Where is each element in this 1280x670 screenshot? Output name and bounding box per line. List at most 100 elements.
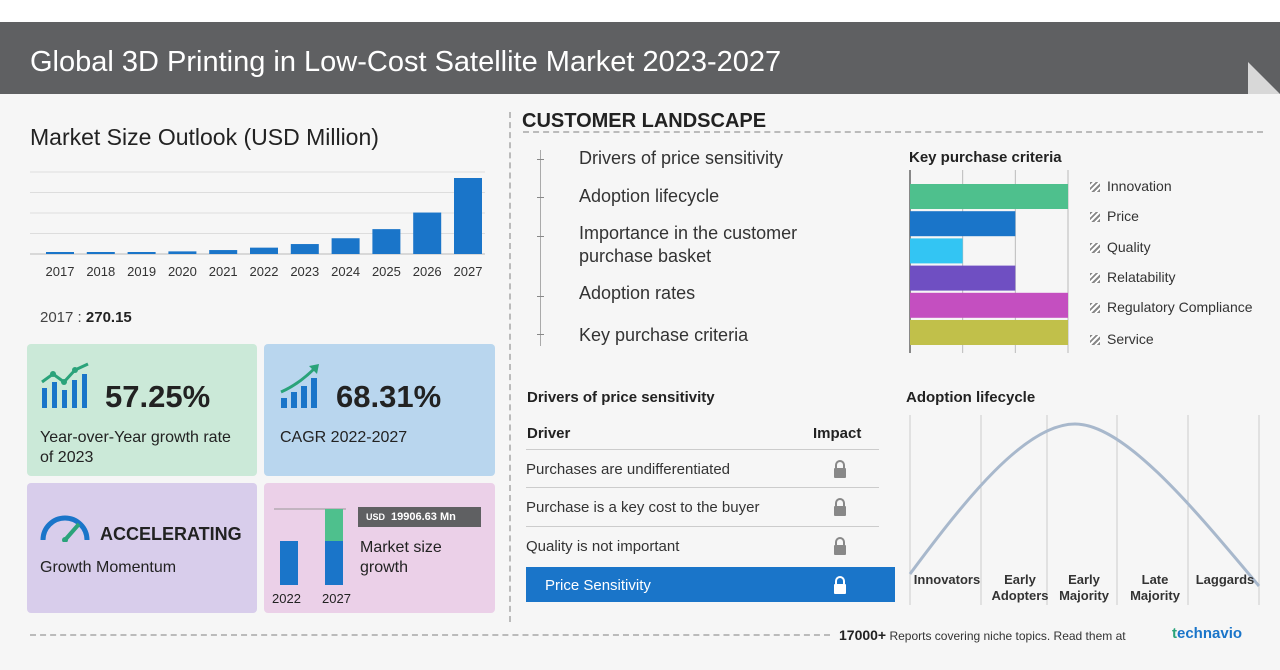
legend-swatch-icon (1090, 182, 1100, 192)
x-tick-label: 2026 (413, 264, 442, 279)
timeline-tick (537, 296, 544, 297)
x-tick-label: 2017 (46, 264, 75, 279)
growth-year-to: 2027 (322, 591, 351, 606)
landscape-item: Importance in the customer purchase bask… (579, 223, 798, 266)
legend-swatch-icon (1090, 243, 1100, 253)
base-year-label: 2017 : (40, 309, 82, 326)
momentum-label: Growth Momentum (40, 559, 177, 576)
customer-landscape-title: CUSTOMER LANDSCAPE (522, 110, 767, 132)
vertical-divider (509, 112, 511, 622)
kpc-legend-label: Service (1107, 331, 1154, 347)
kpc-bar-Innovation (910, 184, 1068, 209)
landscape-divider (523, 131, 1263, 133)
driver-column-header: Driver (527, 425, 571, 442)
bar-2020 (168, 251, 197, 254)
logo-t: t (1172, 625, 1177, 642)
growth-label: Market size growth (360, 539, 442, 576)
landscape-item: Adoption rates (579, 283, 696, 303)
x-tick-label: 2023 (290, 264, 319, 279)
technavio-logo[interactable]: technavio (1172, 625, 1242, 642)
cagr-label: CAGR 2022-2027 (280, 429, 408, 446)
x-tick-label: 2018 (86, 264, 115, 279)
lock-icon (834, 576, 846, 594)
kpc-bar-Quality (910, 238, 963, 264)
top-strip (0, 0, 1280, 22)
lock-icon (834, 537, 846, 555)
kpc-legend-item: Quality (1090, 239, 1151, 255)
lock-icon (834, 498, 846, 516)
kpc-bar-Regulatory Compliance (910, 292, 1068, 318)
bar-2021 (209, 250, 238, 254)
base-year-stat: 2017 : 270.15 (40, 309, 132, 326)
x-tick-label: 2027 (454, 264, 483, 279)
timeline-tick (537, 159, 544, 160)
kpc-title: Key purchase criteria (909, 149, 1062, 166)
yoy-value: 57.25% (105, 379, 211, 414)
x-tick-label: 2024 (331, 264, 360, 279)
speedometer-icon (40, 515, 90, 542)
bar-2023 (290, 244, 319, 254)
bar-2024 (331, 238, 360, 254)
driver-text: Price Sensitivity (545, 577, 651, 594)
footer-divider (30, 634, 830, 636)
growth-value: 19906.63 Mn (391, 511, 456, 523)
bar-2017 (46, 252, 74, 254)
legend-swatch-icon (1090, 303, 1100, 313)
impact-column-header: Impact (813, 425, 862, 442)
landscape-item: Adoption lifecycle (579, 186, 720, 206)
driver-text: Purchases are undifferentiated (526, 461, 731, 478)
growth-value-badge: USD 19906.63 Mn (358, 507, 481, 527)
base-year-value: 270.15 (85, 309, 132, 326)
stage-label: Laggards (1195, 572, 1255, 587)
stage-label: Late Majority (1130, 572, 1180, 603)
kpc-legend-label: Price (1107, 208, 1139, 224)
kpc-bar-chart (909, 170, 1069, 353)
report-count: 17000+ (839, 627, 887, 643)
landscape-item: Key purchase criteria (579, 325, 749, 345)
growth-year-from: 2022 (272, 591, 301, 606)
kpc-legend-item: Price (1090, 208, 1139, 224)
bar-2027 (454, 178, 482, 254)
cagr-card (264, 344, 495, 476)
lock-icon (834, 460, 846, 478)
kpc-legend-label: Innovation (1107, 178, 1172, 194)
bar-2026 (413, 212, 442, 254)
x-tick-label: 2020 (168, 264, 197, 279)
x-tick-label: 2025 (372, 264, 401, 279)
kpc-bar-Price (910, 211, 1016, 237)
page-title: Global 3D Printing in Low-Cost Satellite… (30, 46, 782, 78)
legend-swatch-icon (1090, 273, 1100, 283)
adoption-lifecycle-chart (908, 415, 1261, 605)
driver-text: Purchase is a key cost to the buyer (526, 499, 760, 516)
legend-swatch-icon (1090, 212, 1100, 222)
landscape-timeline (540, 150, 541, 346)
kpc-legend-label: Regulatory Compliance (1107, 299, 1253, 315)
outlook-title: Market Size Outlook (USD Million) (30, 124, 379, 150)
x-tick-label: 2019 (127, 264, 156, 279)
kpc-bar-Service (910, 320, 1068, 345)
adoption-curve (908, 422, 1261, 587)
driver-text: Quality is not important (526, 538, 680, 555)
timeline-tick (537, 236, 544, 237)
bar-2022 (250, 247, 278, 254)
footer-text: 17000+ Reports covering niche topics. Re… (839, 627, 1126, 643)
adoption-title: Adoption lifecycle (906, 389, 1036, 406)
table-row: Purchase is a key cost to the buyer (526, 487, 879, 525)
table-row: Quality is not important (526, 526, 879, 564)
legend-swatch-icon (1090, 335, 1100, 345)
growth-currency: USD (366, 512, 386, 522)
kpc-legend-item: Relatability (1090, 269, 1175, 285)
momentum-value: ACCELERATING (100, 524, 242, 544)
landscape-item: Drivers of price sensitivity (579, 148, 784, 168)
footer-caption: Reports covering niche topics. Read them… (889, 629, 1126, 643)
corner-fold (1248, 62, 1280, 94)
x-tick-label: 2021 (209, 264, 238, 279)
kpc-legend-item: Regulatory Compliance (1090, 299, 1253, 315)
growth-mini-chart (274, 508, 346, 585)
dps-title: Drivers of price sensitivity (527, 389, 715, 406)
logo-text: echnavio (1177, 625, 1243, 642)
kpc-bar-Relatability (910, 265, 1016, 291)
header: Global 3D Printing in Low-Cost Satellite… (0, 22, 1280, 94)
stage-label: Innovators (913, 572, 981, 587)
kpc-legend-label: Quality (1107, 239, 1151, 255)
